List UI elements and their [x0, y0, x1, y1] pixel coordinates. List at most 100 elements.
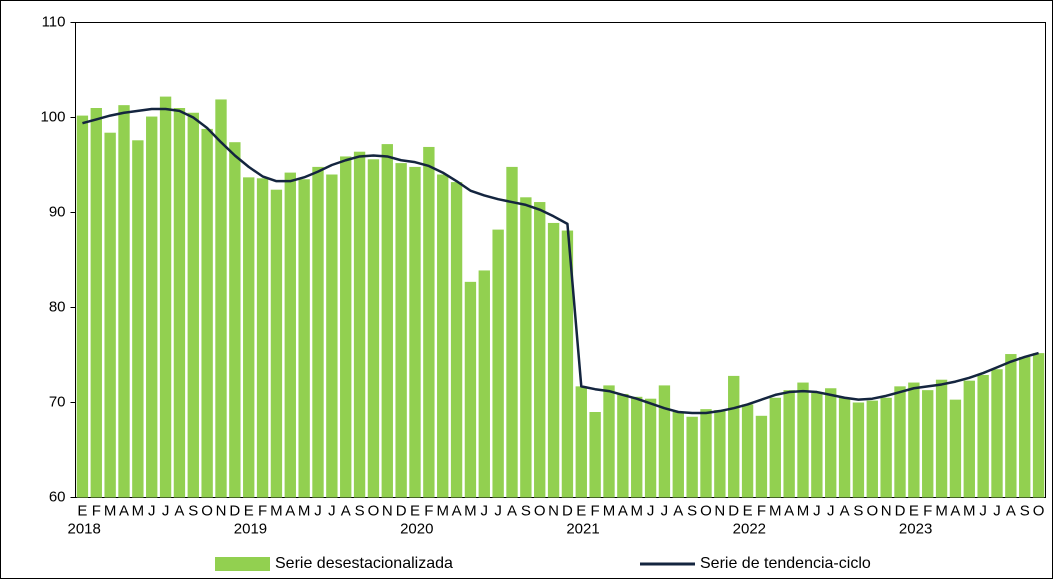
x-tick-label: J — [494, 502, 502, 519]
x-tick-label: J — [661, 502, 669, 519]
x-year-label: 2018 — [68, 520, 101, 537]
x-tick-label: F — [591, 502, 600, 519]
bar — [229, 142, 241, 498]
bar — [880, 397, 892, 498]
x-tick-label: E — [909, 502, 919, 519]
bar — [173, 108, 186, 498]
x-tick-label: M — [630, 502, 643, 519]
x-tick-label: O — [1033, 502, 1045, 519]
x-tick-label: A — [673, 502, 683, 519]
x-tick-label: J — [328, 502, 336, 519]
x-tick-label: M — [104, 502, 117, 519]
bar — [575, 386, 587, 498]
x-tick-label: F — [923, 502, 932, 519]
bar — [118, 105, 130, 498]
x-year-label: 2023 — [899, 520, 932, 537]
bar — [852, 402, 865, 498]
bar — [838, 397, 851, 498]
x-tick-label: A — [950, 502, 960, 519]
x-tick-label: F — [258, 502, 267, 519]
x-tick-label: D — [728, 502, 739, 519]
bar — [409, 166, 421, 498]
bar — [256, 178, 269, 498]
x-year-label: 2021 — [566, 520, 599, 537]
bar — [1019, 356, 1031, 498]
x-tick-label: M — [132, 502, 145, 519]
y-tick-label: 100 — [40, 108, 65, 125]
bar — [353, 151, 366, 498]
bar — [866, 400, 878, 498]
y-tick-label: 60 — [49, 488, 66, 505]
x-tick-label: A — [285, 502, 295, 519]
x-tick-label: A — [452, 502, 462, 519]
x-tick-label: M — [464, 502, 477, 519]
x-tick-label: J — [162, 502, 170, 519]
x-tick-label: D — [895, 502, 906, 519]
bar — [534, 202, 546, 498]
bar — [1032, 353, 1045, 498]
bar — [437, 174, 449, 498]
x-tick-label: A — [618, 502, 628, 519]
bar — [935, 379, 948, 498]
x-tick-label: N — [548, 502, 559, 519]
bar — [326, 174, 338, 498]
bar — [298, 179, 310, 498]
bar — [644, 398, 657, 498]
x-tick-label: A — [174, 502, 184, 519]
x-tick-label: M — [436, 502, 449, 519]
bar — [423, 146, 435, 498]
legend-swatch — [215, 557, 270, 571]
bar — [270, 189, 283, 498]
bar — [395, 163, 407, 498]
x-tick-label: M — [769, 502, 782, 519]
bar — [464, 281, 477, 498]
x-tick-label: F — [92, 502, 101, 519]
bar — [284, 172, 296, 498]
bar — [658, 385, 671, 498]
bar — [589, 412, 601, 498]
x-tick-label: E — [743, 502, 753, 519]
x-tick-label: J — [827, 502, 835, 519]
x-tick-label: A — [341, 502, 351, 519]
x-tick-label: S — [853, 502, 863, 519]
x-tick-label: O — [368, 502, 380, 519]
x-tick-label: D — [396, 502, 407, 519]
x-tick-label: S — [521, 502, 531, 519]
x-tick-label: J — [979, 502, 987, 519]
x-year-label: 2020 — [400, 520, 433, 537]
x-tick-label: O — [700, 502, 712, 519]
bar — [159, 96, 172, 498]
bar — [561, 230, 574, 498]
x-tick-label: O — [866, 502, 878, 519]
bar — [617, 393, 629, 498]
x-year-label: 2019 — [234, 520, 267, 537]
bar — [755, 415, 768, 498]
x-tick-label: N — [714, 502, 725, 519]
x-tick-label: M — [270, 502, 283, 519]
x-tick-label: O — [534, 502, 546, 519]
bar — [825, 388, 837, 498]
x-tick-label: D — [229, 502, 240, 519]
x-tick-label: M — [935, 502, 948, 519]
x-tick-label: S — [188, 502, 198, 519]
bar — [132, 140, 144, 498]
x-tick-label: M — [298, 502, 311, 519]
x-tick-label: A — [507, 502, 517, 519]
bar — [783, 390, 795, 498]
x-tick-label: F — [757, 502, 766, 519]
bar — [700, 409, 712, 498]
x-tick-label: D — [562, 502, 573, 519]
bar — [797, 382, 809, 498]
bar — [603, 385, 615, 498]
x-tick-label: N — [382, 502, 393, 519]
x-tick-label: E — [576, 502, 586, 519]
bar — [201, 128, 213, 498]
x-tick-label: N — [216, 502, 227, 519]
x-tick-label: S — [687, 502, 697, 519]
bar — [187, 112, 199, 498]
bar — [811, 393, 823, 498]
bar — [312, 166, 324, 498]
x-tick-label: M — [797, 502, 810, 519]
x-tick-label: J — [481, 502, 489, 519]
